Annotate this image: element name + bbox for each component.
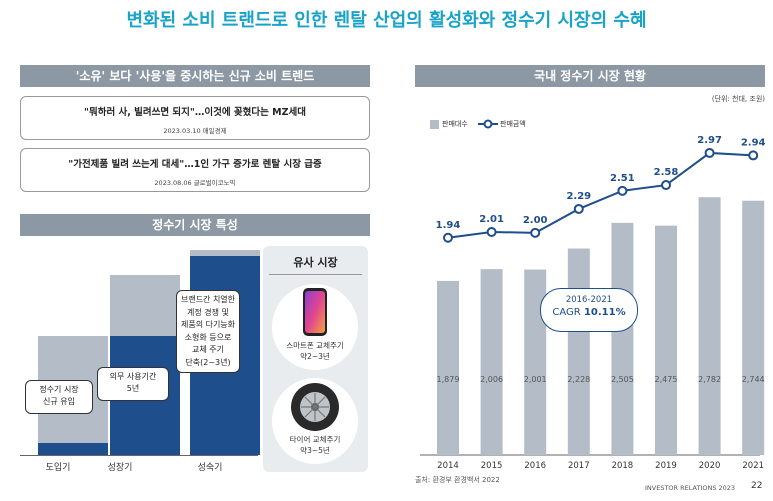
smartphone-cycle-value: 약2~3년 [300,352,330,361]
x-tick-label: 2017 [568,461,590,471]
callout-line: 소형화 등으로 [184,332,232,342]
news-headline: "가전제품 빌려 쓰는게 대세"…1인 가구 증가로 렌탈 시장 급증 [68,159,322,170]
divider [269,274,362,275]
legend-bar-swatch [430,120,439,129]
trend-header: '소유' 보다 '사용'을 중시하는 신규 소비 트렌드 [20,65,370,87]
sales-amount-line [447,151,754,239]
bar-value-label: 2,006 [480,375,503,384]
callout-line: 계정 경쟁 및 [187,307,229,317]
callout-line: 정수기 시장 [39,385,79,394]
smartphone-cycle-label: 스마트폰 교체주기 [286,341,344,350]
callout-growth: 의무 사용기간 5년 [97,367,169,401]
line-value-label: 1.94 [436,220,461,231]
line-point-2015 [486,227,497,237]
legend-bar-label: 판매대수 [442,120,468,128]
callout-line: 제품의 다기능화 [180,320,236,329]
x-tick-label: 2021 [742,461,764,471]
callout-line: 의무 사용기간 [109,372,157,381]
cagr-value: 10.11% [583,307,626,318]
news-source: 2023.03.10 매일경제 [163,127,227,135]
tire-icon [291,383,339,431]
line-value-label: 2.97 [697,135,722,146]
line-value-label: 2.51 [610,173,635,184]
bar-2018 [611,222,634,455]
stage-bar-fill [38,442,108,455]
callout-line: 5년 [126,384,140,393]
page-number: 22 [751,481,763,491]
bar-value-label: 2,475 [655,375,678,384]
bar-2020 [698,197,721,455]
unit-note: (단위: 천대, 조원) [711,95,765,103]
tire-circle: 타이어 교체주기 약3~5년 [272,378,358,464]
bar-2019 [655,225,677,455]
line-value-label: 2.29 [566,191,591,202]
news-source: 2023.08.06 글로벌이코노믹 [154,179,236,187]
bar-value-label: 2,228 [567,375,590,384]
stage-header: 정수기 시장 특성 [20,214,370,236]
callout-line: 브랜드간 치열한 [180,295,236,304]
smartphone-circle: 스마트폰 교체주기 약2~3년 [272,284,358,370]
chart-header: 국내 정수기 시장 현황 [415,65,765,87]
smartphone-icon [303,288,327,336]
line-point-2018 [617,185,628,196]
line-value-label: 2.58 [654,167,679,178]
x-tick-label: 2020 [699,461,721,471]
line-point-2019 [661,180,671,191]
x-tick-label: 2015 [481,461,503,471]
x-tick-label: 2019 [655,461,677,471]
line-point-2016 [530,227,541,238]
line-value-label: 2.00 [523,215,548,226]
footer-ir: INVESTOR RELATIONS 2023 [645,484,736,492]
x-tick-label: 2018 [612,461,634,471]
bar-2014 [437,280,459,455]
callout-line: 교체 주기 [192,345,224,354]
legend-line-label: 판매금액 [500,120,526,128]
line-point-2020 [704,147,715,158]
line-point-2014 [443,232,453,243]
bar-2015 [480,269,503,455]
news-card-1[interactable]: "뭐하러 사, 빌려쓰면 되지"…이것에 꽂혔다는 MZ세대 2023.03.1… [20,96,370,140]
x-tick-label: 2014 [437,461,459,471]
bar-value-label: 2,001 [524,375,547,384]
callout-intro: 정수기 시장 신규 유입 [25,380,93,414]
footer-source: 출처: 환경부 환경백서 2022 [415,476,500,484]
bar-2021 [742,200,765,455]
line-value-label: 2.01 [479,214,504,225]
bar-value-label: 2,782 [698,375,721,384]
tire-cycle-label: 타이어 교체주기 [289,435,341,444]
line-value-label: 2.94 [741,137,766,148]
stage-label-intro: 도입기 [45,463,71,473]
similar-market-panel: 유사 시장 스마트폰 교체주기 약2~3년 타이어 [263,246,368,472]
x-tick-label: 2016 [524,461,546,471]
stage-label-growth: 성장기 [107,463,133,473]
callout-line: 신규 유입 [43,397,75,406]
legend-line-swatch [478,119,498,129]
callout-line: 단축(2~3년) [185,357,231,367]
cagr-annotation: 2016-2021 CAGR 10.11% [540,288,638,332]
stage-baseline [20,455,258,456]
bar-value-label: 2,744 [742,375,765,384]
bar-2017 [567,248,590,455]
callout-mature: 브랜드간 치열한 계정 경쟁 및 제품의 다기능화 소형화 등으로 교체 주기 … [176,290,240,373]
line-point-2021 [748,150,759,161]
bar-value-label: 1,879 [437,375,460,384]
cagr-label: CAGR [552,307,581,318]
similar-market-title: 유사 시장 [293,256,338,269]
tire-cycle-value: 약3~5년 [300,446,330,455]
bar-value-label: 2,505 [611,375,634,384]
page-title: 변화된 소비 트랜드로 인한 렌탈 산업의 활성화와 정수기 시장의 수혜 [126,10,647,31]
line-point-2017 [573,203,584,214]
news-card-2[interactable]: "가전제품 빌려 쓰는게 대세"…1인 가구 증가로 렌탈 시장 급증 2023… [20,148,370,192]
stage-label-mature: 성숙기 [197,463,223,473]
cagr-period: 2016-2021 [565,295,613,305]
news-headline: "뭐하러 사, 빌려쓰면 되지"…이것에 꽂혔다는 MZ세대 [84,107,306,118]
